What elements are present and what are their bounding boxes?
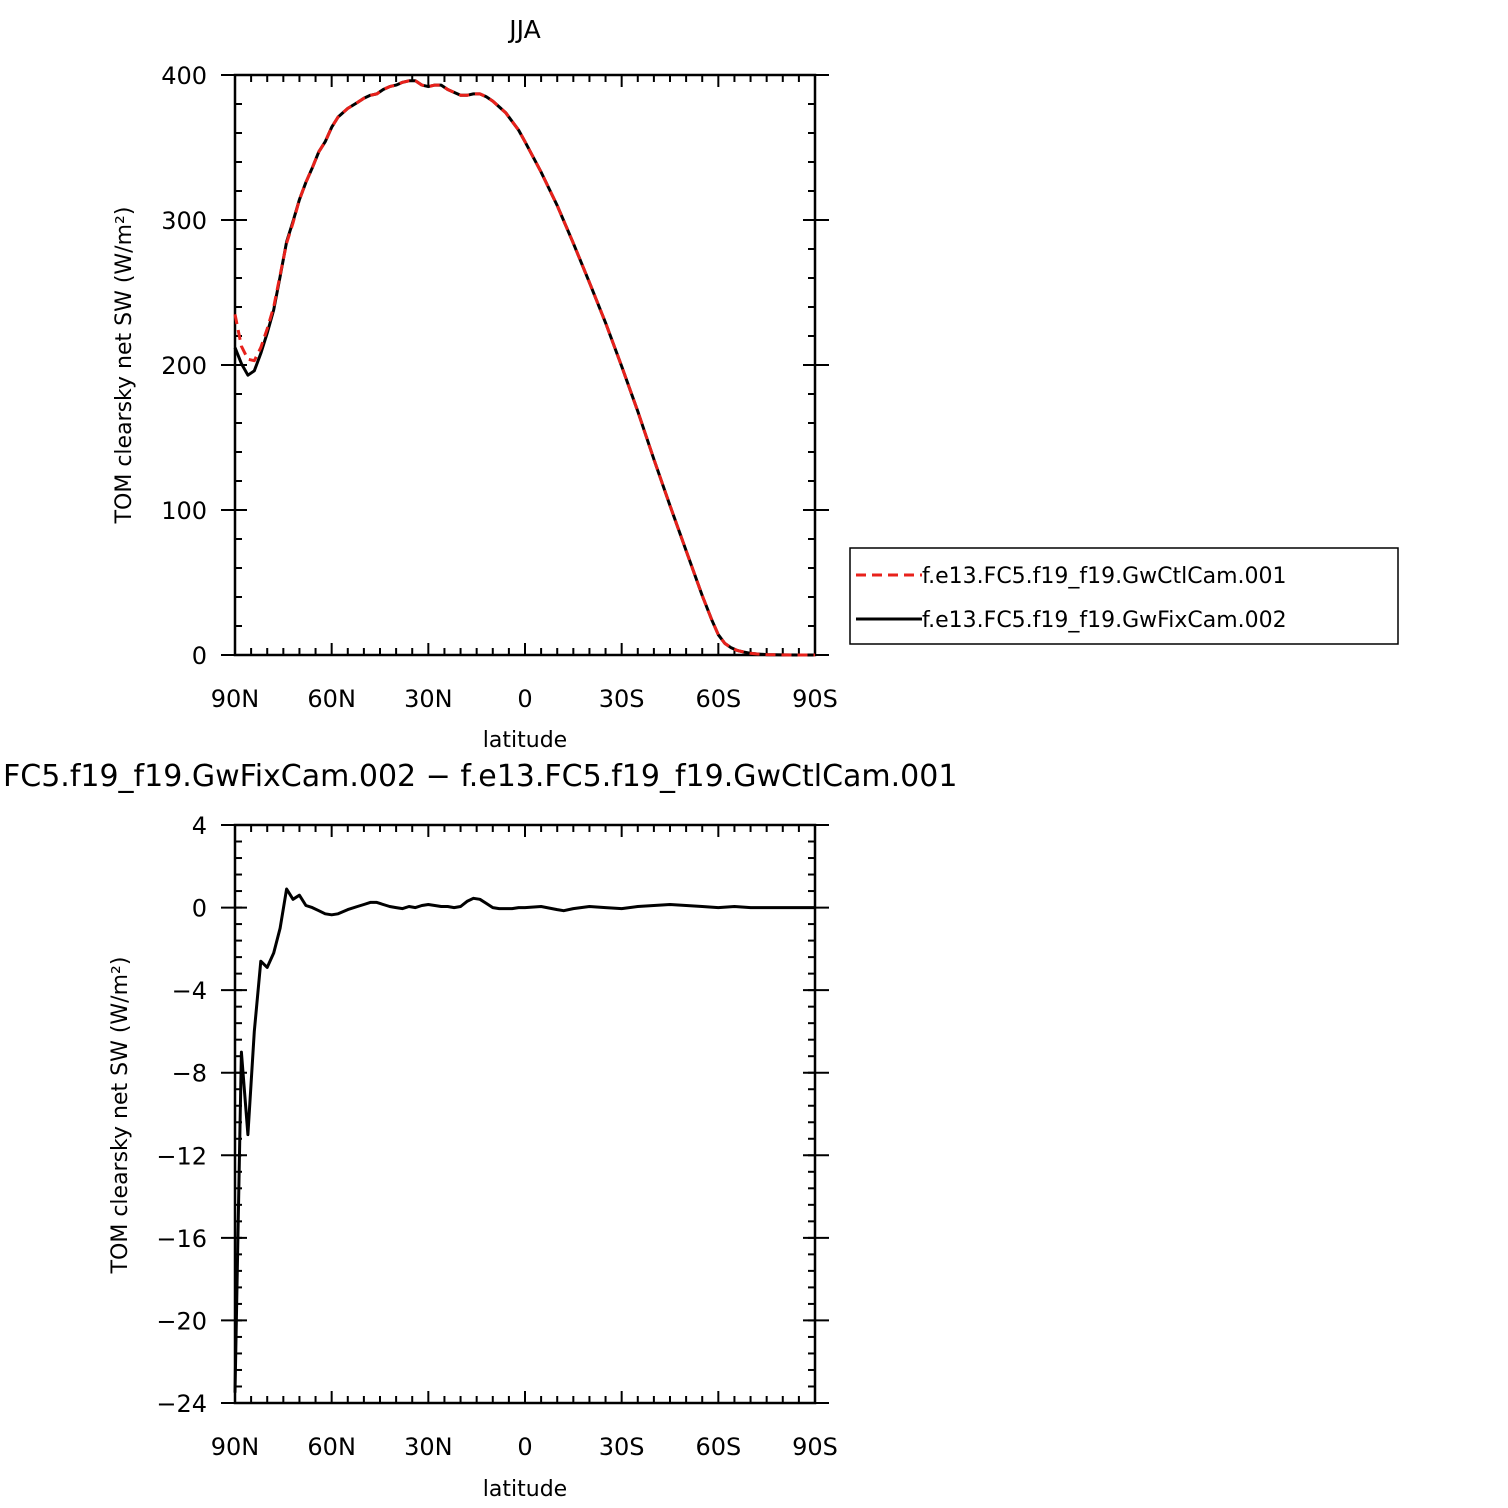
top-chart-y-tick-label: 200 <box>161 352 207 380</box>
top-chart-plot-area: 90N 60N 30N 0 30S 60S 90S 0 100 200 300 400 <box>161 62 838 713</box>
bottom-chart-y-tick-label: −4 <box>172 977 207 1005</box>
legend-box <box>849 547 1399 645</box>
bottom-chart-plot-area: 90N 60N 30N 0 30S 60S 90S 4 0 −4 −8 −12 −16 −20 −24 <box>156 812 838 1461</box>
bottom-chart-title: FC5.f19_f19.GwFixCam.002 − f.e13.FC5.f19… <box>3 759 957 794</box>
bottom-chart-x-tick-label: 60S <box>695 1433 741 1461</box>
bottom-chart-x-axis-label: latitude <box>483 1477 567 1502</box>
top-chart-y-tick-label: 0 <box>192 642 207 670</box>
top-chart-x-tick-label: 90N <box>211 685 260 713</box>
top-chart-x-axis-label: latitude <box>483 728 567 753</box>
bottom-chart-y-tick-label: −24 <box>156 1390 207 1418</box>
top-chart-x-tick-label: 60S <box>695 685 741 713</box>
bottom-chart-x-tick-label: 0 <box>517 1433 532 1461</box>
top-chart-y-axis-label: TOM clearsky net SW (W/m²) <box>112 207 137 525</box>
bottom-chart-y-tick-label: 4 <box>192 812 207 840</box>
legend-label-fix: f.e13.FC5.f19_f19.GwFixCam.002 <box>922 608 1287 633</box>
bottom-chart: FC5.f19_f19.GwFixCam.002 − f.e13.FC5.f19… <box>3 759 957 1502</box>
top-chart: JJA 90N 60N 30N 0 30S 60S 90S 0 100 200 300 400 lat… <box>112 15 838 753</box>
top-chart-series-line-0 <box>233 79 815 657</box>
bottom-chart-x-tick-label: 30N <box>404 1433 453 1461</box>
bottom-chart-y-tick-label: −16 <box>156 1225 207 1253</box>
top-chart-x-tick-label: 0 <box>517 685 532 713</box>
top-chart-x-tick-label: 30S <box>599 685 645 713</box>
bottom-chart-x-tick-label: 60N <box>307 1433 356 1461</box>
bottom-chart-x-tick-label: 90N <box>211 1433 260 1461</box>
top-chart-x-tick-label: 30N <box>404 685 453 713</box>
bottom-chart-y-tick-label: −20 <box>156 1307 207 1335</box>
bottom-chart-x-tick-label: 90S <box>792 1433 838 1461</box>
top-chart-y-tick-label: 400 <box>161 62 207 90</box>
top-chart-y-tick-label: 100 <box>161 497 207 525</box>
top-chart-x-tick-label: 90S <box>792 685 838 713</box>
bottom-chart-y-tick-label: −12 <box>156 1142 207 1170</box>
top-chart-series-line-1 <box>233 79 815 657</box>
legend: f.e13.FC5.f19_f19.GwCtlCam.001 f.e13.FC5… <box>849 547 1399 645</box>
top-chart-title: JJA <box>507 15 540 44</box>
top-chart-x-tick-label: 60N <box>307 685 356 713</box>
bottom-chart-y-axis-label: TOM clearsky net SW (W/m²) <box>108 957 133 1275</box>
legend-label-ctl: f.e13.FC5.f19_f19.GwCtlCam.001 <box>922 564 1287 589</box>
top-chart-frame <box>233 73 817 657</box>
bottom-chart-series-line-0 <box>233 887 815 1393</box>
bottom-chart-y-tick-label: −8 <box>172 1060 207 1088</box>
bottom-chart-y-tick-label: 0 <box>192 895 207 923</box>
top-chart-y-tick-label: 300 <box>161 207 207 235</box>
bottom-chart-x-tick-label: 30S <box>599 1433 645 1461</box>
